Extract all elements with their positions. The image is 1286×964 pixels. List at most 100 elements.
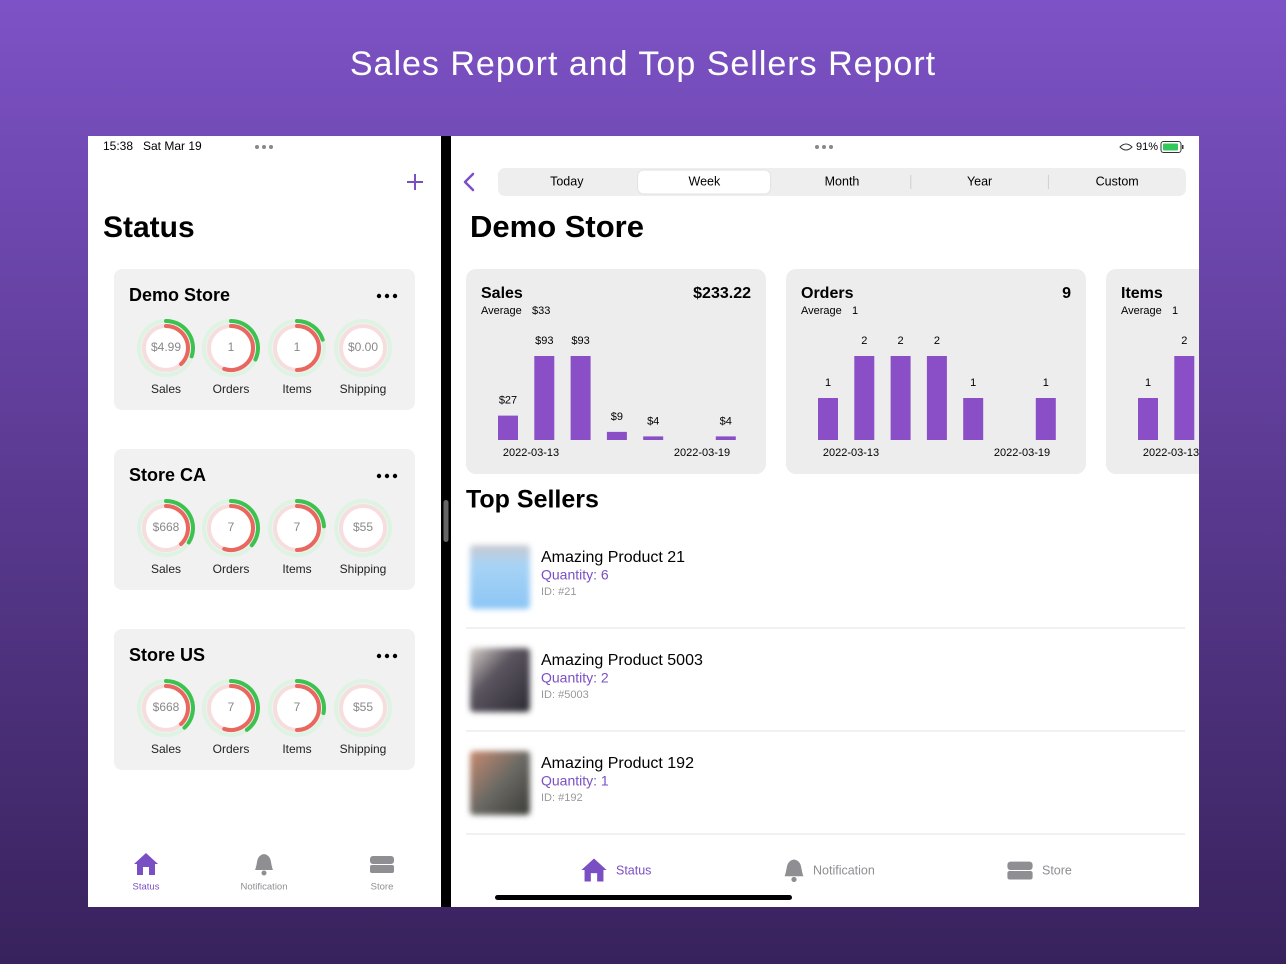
store-card[interactable]: Store CA $668 Sales 7 Orders 7 Items $55 Shippin… <box>114 449 415 590</box>
chart-card[interactable]: Sales $233.22 Average $33 $27 $93 $93 $9 $4 $4 202… <box>466 269 766 474</box>
metric-value: $55 <box>353 700 373 714</box>
bar-value-label: 2 <box>898 335 904 347</box>
section-title: Top Sellers <box>466 486 599 514</box>
tab-item[interactable]: Store <box>370 856 394 893</box>
bar <box>1174 356 1195 440</box>
bar-value-label: 2 <box>1181 335 1187 347</box>
shape <box>134 853 158 875</box>
clapper <box>261 870 267 876</box>
door <box>143 867 149 875</box>
x-start-label: 2022-03-13 <box>503 447 559 459</box>
store-name: Store CA <box>129 465 206 485</box>
product-quantity: Quantity: 2 <box>541 670 609 686</box>
dot <box>376 293 382 299</box>
heading: Status <box>103 211 195 244</box>
bar-value-label: $27 <box>499 395 517 407</box>
chart-card[interactable]: Items Average 1 1 2 2022-03-13 <box>1106 269 1286 474</box>
back-button[interactable] <box>463 172 475 192</box>
ring-track <box>334 679 392 737</box>
left-panel: 15:38 Sat Mar 19 Status Demo Store $4.99 S… <box>88 136 441 907</box>
add-button[interactable] <box>407 174 423 190</box>
dot <box>376 473 382 479</box>
product-quantity: Quantity: 1 <box>541 773 609 789</box>
bar <box>1138 398 1158 440</box>
ring-arc <box>164 499 195 545</box>
bar <box>854 356 875 440</box>
metric-label: Shipping <box>340 562 387 576</box>
segment[interactable]: Custom <box>1047 174 1139 189</box>
chart-card[interactable]: Orders 9 Average 1 1 2 2 2 1 1 2022-03-13 2022-03-1… <box>786 269 1086 474</box>
tab-item[interactable]: Status <box>133 853 160 893</box>
dot <box>376 653 382 659</box>
segment-selected <box>637 169 772 195</box>
ring-arc <box>229 319 260 362</box>
ring-arc <box>164 324 190 367</box>
ring-arc <box>295 504 321 552</box>
dot <box>384 653 390 659</box>
bar <box>606 431 627 440</box>
ring-inner-track <box>339 684 387 732</box>
door <box>590 873 598 882</box>
multitask-dots[interactable] <box>255 145 273 149</box>
more-button[interactable] <box>376 293 398 299</box>
segment[interactable]: Month <box>825 174 860 188</box>
split-handle[interactable] <box>443 500 449 542</box>
tab-item[interactable]: Notification <box>241 854 288 893</box>
bar-value-label: 1 <box>1145 377 1151 389</box>
average-value: 1 <box>852 305 858 317</box>
product-id: ID: #21 <box>541 586 576 598</box>
battery-icon <box>1160 141 1184 153</box>
card-total: 9 <box>1062 285 1071 302</box>
more-button[interactable] <box>376 473 398 479</box>
card-background <box>114 629 415 770</box>
product-image <box>470 751 530 815</box>
ring-arc <box>164 319 195 359</box>
bar <box>890 356 911 440</box>
segment[interactable]: Today <box>550 174 584 188</box>
ring-track <box>334 319 392 377</box>
metric-value: $668 <box>153 700 180 714</box>
segment[interactable]: Week <box>637 169 772 195</box>
store-name: Store US <box>129 645 205 665</box>
segment-label: Today <box>550 174 584 188</box>
product-id: ID: #192 <box>541 792 583 804</box>
average-value: 1 <box>1172 305 1178 317</box>
card-total: $233.22 <box>693 285 751 302</box>
card-title: Orders <box>801 285 854 302</box>
bell-icon <box>255 854 273 876</box>
segment[interactable]: Year <box>910 174 992 189</box>
x-start-label: 2022-03-13 <box>1143 447 1199 459</box>
ring-inner-track <box>339 324 387 372</box>
product-image <box>470 648 530 712</box>
metric-value: 7 <box>228 520 235 534</box>
product-id: ID: #5003 <box>541 689 589 701</box>
store-name: Demo Store <box>129 285 230 305</box>
more-button[interactable] <box>376 653 398 659</box>
average-label: Average <box>801 305 842 317</box>
store-card[interactable]: Store US $668 Sales 7 Orders 7 Items $55 Shippin… <box>114 629 415 770</box>
tab-item[interactable]: Notification <box>784 859 875 883</box>
multitask-dots[interactable] <box>815 145 833 149</box>
metric-label: Sales <box>151 742 181 756</box>
metric-value: 7 <box>228 700 235 714</box>
status-time: 15:38 <box>103 139 133 153</box>
bell-icon <box>784 859 804 883</box>
tab-label: Store <box>371 882 394 893</box>
metric-value: 7 <box>294 700 301 714</box>
x-end-label: 2022-03-19 <box>994 447 1050 459</box>
bar-value-label: 1 <box>1043 377 1049 389</box>
ring-arc <box>295 684 321 732</box>
tab-item[interactable]: Store <box>1007 861 1072 880</box>
dot <box>392 653 398 659</box>
bar-value-label: $93 <box>571 335 589 347</box>
shape <box>1007 861 1033 870</box>
bar-value-label: $4 <box>647 415 659 427</box>
shape <box>784 859 804 877</box>
status-date: Sat Mar 19 <box>143 139 202 153</box>
store-card[interactable]: Demo Store $4.99 Sales 1 Orders 1 Items $0.00 Sh… <box>114 269 415 410</box>
average-value: $33 <box>532 305 550 317</box>
dot <box>384 293 390 299</box>
